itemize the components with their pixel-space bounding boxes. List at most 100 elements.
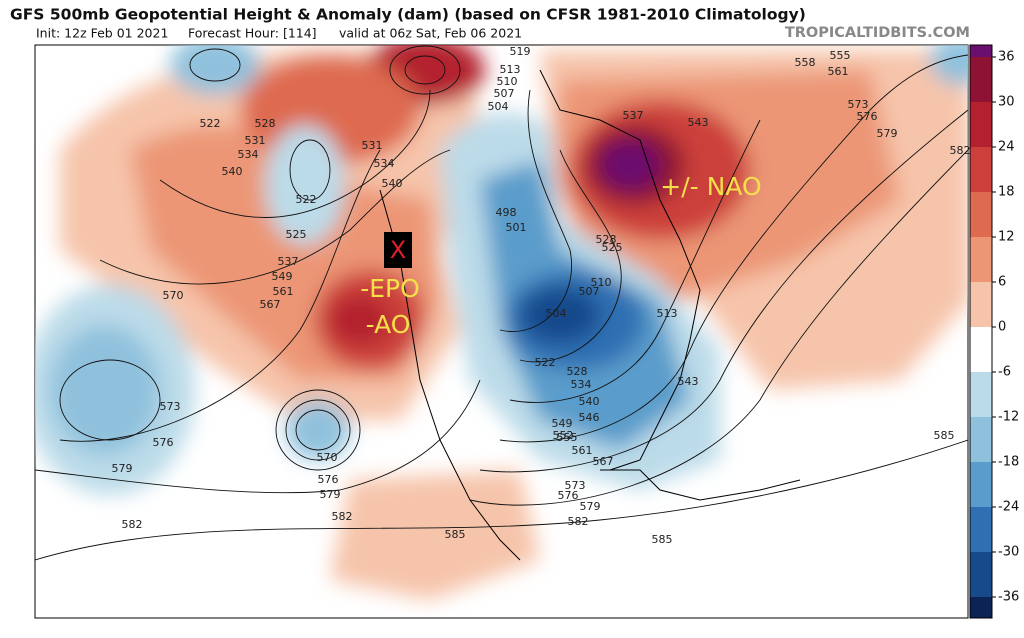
contour-label: 567 — [260, 298, 281, 311]
valid-time: valid at 06z Sat, Feb 06 2021 — [339, 26, 522, 41]
x-marker-box — [384, 232, 412, 268]
colorbar-tick-label: 12 — [998, 230, 1015, 245]
contour-label: 522 — [200, 117, 221, 130]
nao-label: +/- NAO — [660, 172, 761, 201]
colorbar-band — [970, 507, 992, 553]
colorbar-tick-label: 18 — [998, 185, 1015, 200]
contour-label: 573 — [848, 98, 869, 111]
contour-label: 534 — [238, 148, 259, 161]
contour-label: 585 — [445, 528, 466, 541]
contour-label: 543 — [678, 375, 699, 388]
contour-label: 561 — [273, 285, 294, 298]
contour-label: 579 — [112, 462, 133, 475]
contour-label: 558 — [795, 56, 816, 69]
contour-label: 504 — [546, 307, 567, 320]
contour-label: 555 — [557, 431, 578, 444]
colorbar-band — [970, 282, 992, 328]
contour-label: 561 — [572, 444, 593, 457]
coastlines — [379, 69, 801, 561]
colorbar-band — [970, 417, 992, 463]
site-name: TROPICALTIDBITS.COM — [785, 25, 970, 41]
ao-label: -AO — [366, 310, 411, 339]
contour-label: 513 — [657, 307, 678, 320]
contour-label: 519 — [510, 45, 531, 58]
colorbar-tick-label: -30 — [998, 545, 1019, 560]
colorbar-tick-label: -24 — [998, 500, 1019, 515]
colorbar-tick-label: 24 — [998, 140, 1015, 155]
colorbar-band — [970, 45, 992, 58]
contour-label: 585 — [934, 429, 955, 442]
colorbar-band — [970, 462, 992, 508]
contour-label: 549 — [552, 417, 573, 430]
contour-label: 582 — [332, 510, 353, 523]
contour-label: 522 — [296, 193, 317, 206]
contour-label: 582 — [122, 518, 143, 531]
colorbar-tick-label: -18 — [998, 455, 1019, 470]
contour-label: 582 — [950, 144, 971, 157]
colorbar-tick-label: -12 — [998, 410, 1019, 425]
contour-label: 528 — [567, 365, 588, 378]
contour-label: 549 — [272, 270, 293, 283]
contour-label: 579 — [877, 127, 898, 140]
colorbar: 36 30 24 18 12 6 0 -6 -12 -18 -24 -30 -36 — [969, 44, 1019, 619]
contour-label: 573 — [565, 479, 586, 492]
contour-label: 498 — [496, 206, 517, 219]
epo-label: -EPO — [360, 274, 420, 303]
height-contours — [35, 45, 968, 561]
contour-label: 528 — [255, 117, 276, 130]
contour-label: 513 — [500, 63, 521, 76]
contour-label: 504 — [488, 100, 509, 113]
contour-label: 570 — [317, 451, 338, 464]
contour-label: 534 — [571, 378, 592, 391]
colorbar-band — [970, 102, 992, 148]
contour-label: 507 — [579, 285, 600, 298]
anomaly-field — [35, 45, 968, 600]
contour-label: 552 — [553, 429, 574, 442]
contour-label: 555 — [830, 49, 851, 62]
contour-label: 507 — [494, 87, 515, 100]
contour-label: 510 — [497, 75, 518, 88]
x-marker: X — [390, 236, 406, 264]
colorbar-frame — [969, 44, 993, 619]
contour-label: 576 — [857, 110, 878, 123]
contour-label: 579 — [580, 500, 601, 513]
forecast-hour: Forecast Hour: [114] — [188, 26, 317, 41]
contour-label: 522 — [535, 356, 556, 369]
contour-label: 576 — [558, 489, 579, 502]
colorbar-tick-label: 36 — [998, 50, 1015, 65]
contour-label: 585 — [652, 533, 673, 546]
contour-label: 537 — [278, 255, 299, 268]
contour-label: 531 — [245, 134, 266, 147]
contour-label: 525 — [286, 228, 307, 241]
contour-label: 501 — [506, 221, 527, 234]
contour-label: 531 — [362, 139, 383, 152]
contour-label: 525 — [602, 241, 623, 254]
colorbar-band — [970, 192, 992, 238]
contour-label: 573 — [160, 400, 181, 413]
contour-label: 579 — [320, 488, 341, 501]
contour-label: 576 — [153, 436, 174, 449]
contour-label: 561 — [828, 65, 849, 78]
colorbar-band — [970, 372, 992, 418]
contour-label: 537 — [623, 109, 644, 122]
contour-label: 540 — [382, 177, 403, 190]
contour-label: 582 — [568, 515, 589, 528]
contour-label: 576 — [318, 473, 339, 486]
colorbar-tick-label: 30 — [998, 95, 1015, 110]
contour-label: 543 — [688, 116, 709, 129]
contour-label: 540 — [222, 165, 243, 178]
contour-labels: 5195135105075045375435585615555735765795… — [112, 45, 971, 546]
colorbar-band — [970, 147, 992, 193]
colorbar-band — [970, 552, 992, 598]
colorbar-band — [970, 57, 992, 103]
title: GFS 500mb Geopotential Height & Anomaly … — [10, 6, 806, 24]
contour-label: 546 — [579, 411, 600, 424]
colorbar-band — [970, 597, 992, 619]
colorbar-tick-label: -36 — [998, 590, 1019, 605]
colorbar-tick-label: 6 — [998, 275, 1006, 290]
contour-label: 567 — [593, 455, 614, 468]
contour-label: 540 — [579, 395, 600, 408]
contour-label: 510 — [591, 276, 612, 289]
